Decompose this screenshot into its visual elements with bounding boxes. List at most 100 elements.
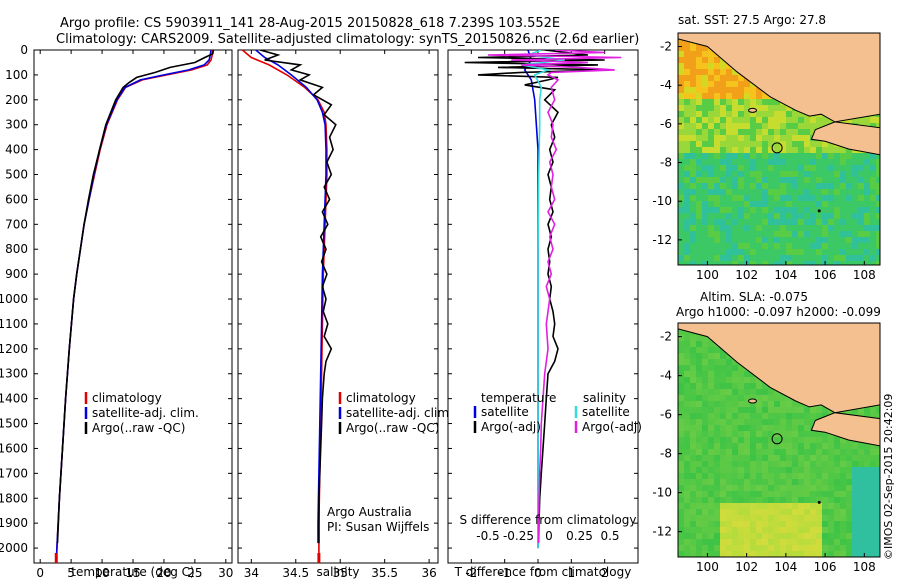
map-cell (702, 479, 708, 485)
map-cell (690, 99, 696, 105)
map-cell (756, 419, 762, 425)
map-cell (690, 153, 696, 159)
map-cell (732, 93, 738, 99)
map-cell (846, 509, 852, 515)
map-cell (750, 219, 756, 225)
map-cell (702, 515, 708, 521)
map-cell (762, 183, 768, 189)
map-cell (804, 219, 810, 225)
map-cell (732, 219, 738, 225)
map-cell (726, 473, 732, 479)
map-cell (708, 153, 714, 159)
map-cell (744, 171, 750, 177)
map-cell (780, 261, 786, 265)
map-cell (744, 249, 750, 255)
map-cell (846, 473, 852, 479)
map-cell (762, 443, 768, 449)
top-tick-label: -0.5 (476, 529, 499, 543)
map-cell (750, 437, 756, 443)
map-cell (696, 87, 702, 93)
map-cell (780, 123, 786, 129)
map-cell (702, 503, 708, 509)
map-cell (780, 467, 786, 473)
map-cell (792, 123, 798, 129)
map-cell (828, 533, 834, 539)
map-cell (870, 243, 876, 249)
map-cell (822, 473, 828, 479)
map-cell (828, 189, 834, 195)
map-cell (768, 225, 774, 231)
map-cell (738, 467, 744, 473)
map-cell (684, 377, 690, 383)
difference-temperature-legend-label: satellite (481, 405, 529, 419)
map-cell (786, 521, 792, 527)
map-cell (876, 551, 880, 557)
map-cell (684, 509, 690, 515)
map-cell (684, 491, 690, 497)
map-cell (750, 147, 756, 153)
map-cell (708, 503, 714, 509)
map-cell (684, 225, 690, 231)
map-cell (726, 153, 732, 159)
map-cell (762, 105, 768, 111)
map-cell (732, 437, 738, 443)
map-cell (762, 545, 768, 551)
map-cell (714, 461, 720, 467)
map-cell (738, 87, 744, 93)
map-cell (726, 521, 732, 527)
map-cell (792, 261, 798, 265)
map-cell (786, 551, 792, 557)
map-cell (822, 431, 828, 437)
map-cell (744, 105, 750, 111)
map-cell (834, 503, 840, 509)
map-cell (852, 545, 858, 551)
map-cell (708, 413, 714, 419)
map-cell (828, 183, 834, 189)
map-cell (696, 57, 702, 63)
map-cell (720, 461, 726, 467)
map-cell (690, 353, 696, 359)
map-cell (750, 461, 756, 467)
map-cell (708, 473, 714, 479)
map-cell (768, 207, 774, 213)
map-cell (852, 261, 858, 265)
map-cell (786, 527, 792, 533)
map-cell (810, 183, 816, 189)
map-cell (852, 183, 858, 189)
map-cell (756, 123, 762, 129)
map-cell (702, 153, 708, 159)
map-cell (678, 335, 684, 341)
map-cell (738, 237, 744, 243)
salinity-panel: 34 34.5 35 35.5 36salinityclimatologysatelli… (237, 49, 453, 580)
map-cell (756, 527, 762, 533)
map-cell (702, 551, 708, 557)
map-cell (786, 141, 792, 147)
map-cell (822, 491, 828, 497)
map-cell (744, 123, 750, 129)
map-cell (774, 485, 780, 491)
map-cell (738, 249, 744, 255)
map-cell (696, 503, 702, 509)
map-cell (762, 383, 768, 389)
map-cell (738, 183, 744, 189)
map-cell (702, 395, 708, 401)
map-cell (696, 431, 702, 437)
map-cell (834, 243, 840, 249)
map-cell (744, 407, 750, 413)
map-cell (762, 491, 768, 497)
map-cell (798, 485, 804, 491)
map-cell (726, 545, 732, 551)
map-cell (744, 377, 750, 383)
map-cell (702, 437, 708, 443)
map-cell (750, 213, 756, 219)
map-cell (786, 509, 792, 515)
map-cell (708, 521, 714, 527)
map-cell (690, 509, 696, 515)
map-cell (684, 329, 690, 335)
map-cell (822, 509, 828, 515)
map-cell (744, 509, 750, 515)
map-cell (720, 359, 726, 365)
map-cell (774, 491, 780, 497)
map-cell (852, 533, 858, 539)
sla-xtick-label: 106 (814, 560, 837, 574)
